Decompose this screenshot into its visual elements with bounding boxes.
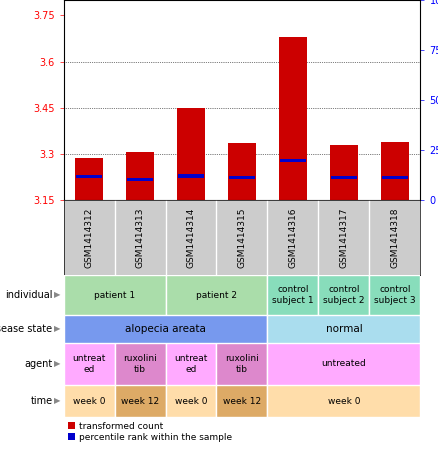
Text: individual: individual	[5, 290, 53, 300]
Bar	[330, 145, 358, 200]
Bar	[280, 159, 306, 162]
Bar	[268, 385, 420, 417]
Bar	[166, 385, 216, 417]
Text: untreat
ed: untreat ed	[72, 354, 106, 374]
Text: ▶: ▶	[54, 290, 60, 299]
Text: GSM1414318: GSM1414318	[391, 207, 399, 268]
Text: week 0: week 0	[175, 396, 207, 405]
Bar	[268, 275, 318, 315]
Bar	[228, 143, 256, 200]
Bar	[64, 385, 114, 417]
Text: ▶: ▶	[54, 396, 60, 405]
Text: week 0: week 0	[73, 396, 105, 405]
Text: patient 2: patient 2	[196, 290, 237, 299]
Text: untreated: untreated	[321, 360, 366, 368]
Bar	[64, 315, 268, 343]
Bar	[370, 275, 420, 315]
Text: disease state: disease state	[0, 324, 53, 334]
Text: untreat
ed: untreat ed	[174, 354, 208, 374]
Text: GSM1414316: GSM1414316	[289, 207, 297, 268]
Text: week 0: week 0	[328, 396, 360, 405]
Bar	[230, 176, 254, 179]
Bar	[166, 275, 268, 315]
Text: patient 1: patient 1	[94, 290, 135, 299]
Text: ruxolini
tib: ruxolini tib	[123, 354, 157, 374]
Legend: transformed count, percentile rank within the sample: transformed count, percentile rank withi…	[68, 421, 232, 442]
Text: GSM1414317: GSM1414317	[339, 207, 349, 268]
Text: time: time	[30, 396, 53, 406]
Text: ▶: ▶	[54, 360, 60, 368]
Text: control
subject 2: control subject 2	[323, 285, 365, 305]
Bar	[178, 174, 204, 178]
Bar	[216, 343, 268, 385]
Text: normal: normal	[325, 324, 362, 334]
Bar	[268, 343, 420, 385]
Text: ruxolini
tib: ruxolini tib	[225, 354, 259, 374]
Bar	[114, 343, 166, 385]
Bar	[126, 152, 154, 200]
Bar	[177, 108, 205, 200]
Bar	[268, 315, 420, 343]
Bar	[216, 385, 268, 417]
Text: control
subject 3: control subject 3	[374, 285, 416, 305]
Bar	[64, 275, 166, 315]
Text: week 12: week 12	[121, 396, 159, 405]
Text: control
subject 1: control subject 1	[272, 285, 314, 305]
Bar	[318, 275, 370, 315]
Bar	[64, 343, 114, 385]
Bar	[114, 385, 166, 417]
Bar	[166, 343, 216, 385]
Bar	[127, 178, 152, 181]
Text: GSM1414313: GSM1414313	[135, 207, 145, 268]
Text: GSM1414314: GSM1414314	[187, 207, 195, 268]
Bar	[381, 142, 409, 200]
Bar	[382, 176, 408, 179]
Text: alopecia areata: alopecia areata	[125, 324, 206, 334]
Bar	[332, 176, 357, 179]
Text: week 12: week 12	[223, 396, 261, 405]
Text: ▶: ▶	[54, 324, 60, 333]
Bar	[279, 37, 307, 200]
Bar	[76, 175, 102, 178]
Text: agent: agent	[25, 359, 53, 369]
Bar	[75, 159, 103, 200]
Text: GSM1414315: GSM1414315	[237, 207, 247, 268]
Text: GSM1414312: GSM1414312	[85, 207, 93, 268]
